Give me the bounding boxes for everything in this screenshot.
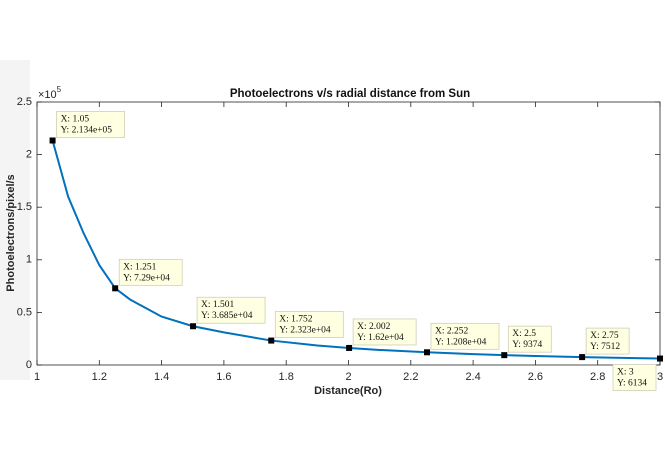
data-tip: X: 2.75Y: 7512 [579,327,630,361]
data-tip-marker [657,355,663,362]
data-tip-y: Y: 3.685e+04 [201,311,253,321]
x-tick-label: 1.2 [92,371,107,383]
data-tip-y: Y: 2.323e+04 [279,326,331,336]
data-tip-box [196,296,266,324]
data-tip: X: 3Y: 6134 [612,355,663,391]
data-tip-box [430,322,500,350]
chart-title: Photoelectrons v/s radial distance from … [230,88,470,100]
x-tick-label: 1.4 [154,371,169,383]
data-tip-box [118,258,183,286]
y-tick-label: 2 [26,149,32,161]
data-tip-x: X: 3 [617,368,634,378]
data-tip-marker [501,352,508,359]
data-tip-box [274,311,344,338]
data-tip-y: Y: 1.208e+04 [435,337,487,347]
data-tip-y: Y: 1.62e+04 [357,333,404,343]
side-strip [0,60,30,380]
data-tip-x: X: 1.752 [279,315,313,325]
y-multiplier: ×105 [38,85,62,101]
data-line [51,140,661,360]
x-tick-label: 2.2 [403,371,418,383]
data-tip-marker [112,285,119,292]
data-tip-x: X: 1.251 [123,262,156,272]
data-tip-y: Y: 9374 [512,340,542,350]
data-tip-marker [190,323,197,330]
data-tip-y: Y: 6134 [617,379,647,389]
data-tip-y: Y: 7512 [590,342,620,352]
x-axis-label: Distance(Ro) [314,385,382,397]
data-tip-y: Y: 2.134e+05 [61,126,113,136]
data-tip-marker [346,344,353,351]
y-tick-label: 2.5 [17,96,32,108]
x-tick-label: 2.6 [528,371,543,383]
data-tip-marker [268,337,275,344]
y-tick-label: 0 [26,359,32,371]
data-tip-x: X: 2.75 [590,331,619,341]
y-tick-label: 0.5 [17,306,32,318]
x-tick-label: 1 [34,371,40,383]
x-tick-label: 2.8 [590,371,605,383]
x-tick-label: 2 [345,371,351,383]
data-tip-x: X: 1.05 [61,115,90,125]
data-tip-x: X: 2.252 [435,326,469,336]
data-tip-box [585,327,630,355]
data-tip-box [352,318,417,346]
data-tip-marker [423,349,430,356]
data-tip-box [56,111,125,138]
data-tip-box [507,325,552,353]
y-tick-label: 1 [26,254,32,266]
data-tip-marker [579,354,586,361]
data-tip-y: Y: 7.29e+04 [123,273,170,283]
data-tip-x: X: 1.501 [201,300,235,310]
x-tick-label: 1.6 [216,371,231,383]
y-multiplier-base: ×10 [38,89,57,101]
x-tick-label: 2.4 [465,371,480,383]
y-tick-label: 1.5 [17,201,32,213]
data-tip: X: 2.5Y: 9374 [501,325,552,359]
data-tip-box [612,364,657,391]
data-tip-marker [49,137,56,144]
plot-area [36,101,661,366]
data-tip-x: X: 2.5 [512,329,536,339]
data-tip: X: 1.05Y: 2.134e+05 [49,111,125,144]
y-multiplier-exponent: 5 [57,85,62,94]
x-tick-label: 3 [657,371,663,383]
y-axis-label: Photoelectrons/pixel/s [5,174,17,291]
data-tip-x: X: 2.002 [357,322,391,332]
x-tick-label: 1.8 [279,371,294,383]
